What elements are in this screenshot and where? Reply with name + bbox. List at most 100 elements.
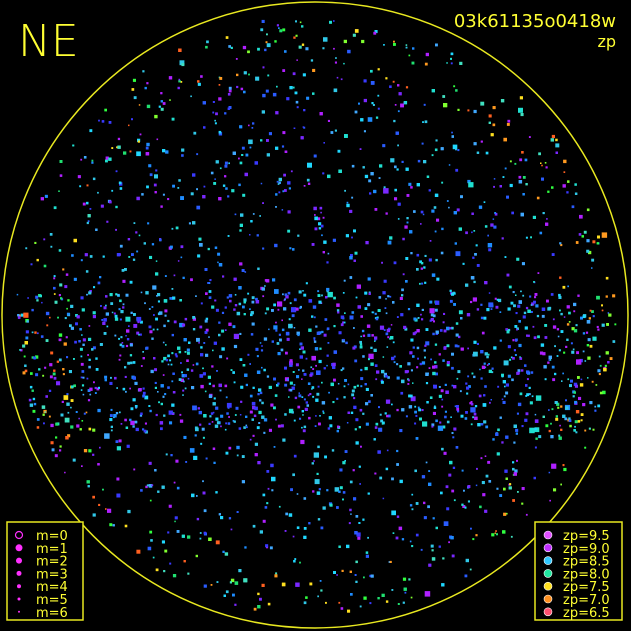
star xyxy=(351,164,355,168)
star xyxy=(393,361,396,364)
star xyxy=(301,426,303,429)
star xyxy=(135,427,139,432)
star xyxy=(139,333,142,336)
star xyxy=(98,119,100,122)
star xyxy=(448,541,450,544)
star xyxy=(104,378,107,382)
star xyxy=(314,227,318,231)
star xyxy=(407,383,410,385)
star xyxy=(338,545,341,548)
zp-label: zp=7.0 xyxy=(563,593,610,608)
star xyxy=(187,377,190,380)
star xyxy=(143,429,147,433)
star xyxy=(225,422,228,425)
star xyxy=(396,515,400,518)
star xyxy=(63,342,67,346)
star xyxy=(129,354,133,357)
star xyxy=(196,495,198,497)
star xyxy=(32,397,36,401)
star xyxy=(474,405,478,408)
star xyxy=(234,304,238,307)
star xyxy=(562,285,566,289)
star xyxy=(488,114,492,118)
star xyxy=(124,268,127,271)
star xyxy=(320,589,323,592)
star xyxy=(295,307,299,311)
star xyxy=(425,461,428,464)
star xyxy=(70,385,74,389)
star xyxy=(424,344,427,347)
star xyxy=(49,316,51,319)
star xyxy=(382,144,386,148)
star xyxy=(512,499,515,502)
star xyxy=(224,384,228,388)
star xyxy=(64,417,70,423)
star xyxy=(384,307,387,309)
star xyxy=(144,302,146,305)
star xyxy=(36,426,40,429)
star xyxy=(106,325,109,328)
star xyxy=(62,268,65,271)
star xyxy=(98,503,101,506)
star xyxy=(271,476,276,482)
star xyxy=(591,310,594,313)
star xyxy=(268,385,272,389)
star xyxy=(236,73,239,77)
star xyxy=(458,227,462,231)
star xyxy=(187,535,191,539)
star xyxy=(491,533,495,537)
star xyxy=(412,382,414,384)
star xyxy=(410,338,414,342)
star xyxy=(214,424,219,428)
star xyxy=(476,467,478,470)
star xyxy=(399,429,403,433)
star xyxy=(208,290,212,293)
star xyxy=(120,336,123,339)
star xyxy=(137,138,141,142)
star xyxy=(151,306,154,308)
star xyxy=(385,77,388,80)
star xyxy=(313,339,316,341)
star xyxy=(301,378,303,380)
star xyxy=(277,424,281,428)
star xyxy=(200,75,203,78)
star xyxy=(508,486,512,490)
star xyxy=(431,557,436,561)
star xyxy=(296,375,300,379)
star xyxy=(116,387,118,389)
star xyxy=(287,181,291,185)
star xyxy=(156,295,158,297)
star xyxy=(249,146,252,149)
star xyxy=(448,473,452,477)
star xyxy=(369,602,372,605)
star xyxy=(275,111,279,115)
star xyxy=(270,463,274,468)
star xyxy=(202,480,204,483)
star xyxy=(136,196,140,201)
star xyxy=(285,295,289,299)
star xyxy=(354,251,358,255)
star xyxy=(115,412,119,415)
star xyxy=(89,290,92,293)
star xyxy=(438,545,441,548)
magnitude-symbol xyxy=(16,570,22,576)
star xyxy=(448,206,450,209)
star xyxy=(312,68,316,72)
star xyxy=(103,318,107,322)
star xyxy=(402,601,405,604)
star xyxy=(128,325,130,327)
star xyxy=(524,158,528,162)
star xyxy=(558,293,561,297)
star xyxy=(362,355,365,358)
star xyxy=(403,101,408,105)
star xyxy=(139,133,142,136)
star xyxy=(227,235,230,237)
star xyxy=(402,237,405,241)
star xyxy=(249,394,253,398)
magnitude-label: m=6 xyxy=(36,606,68,621)
star xyxy=(224,112,227,115)
star xyxy=(517,369,521,373)
star xyxy=(394,197,398,201)
star xyxy=(172,296,176,300)
